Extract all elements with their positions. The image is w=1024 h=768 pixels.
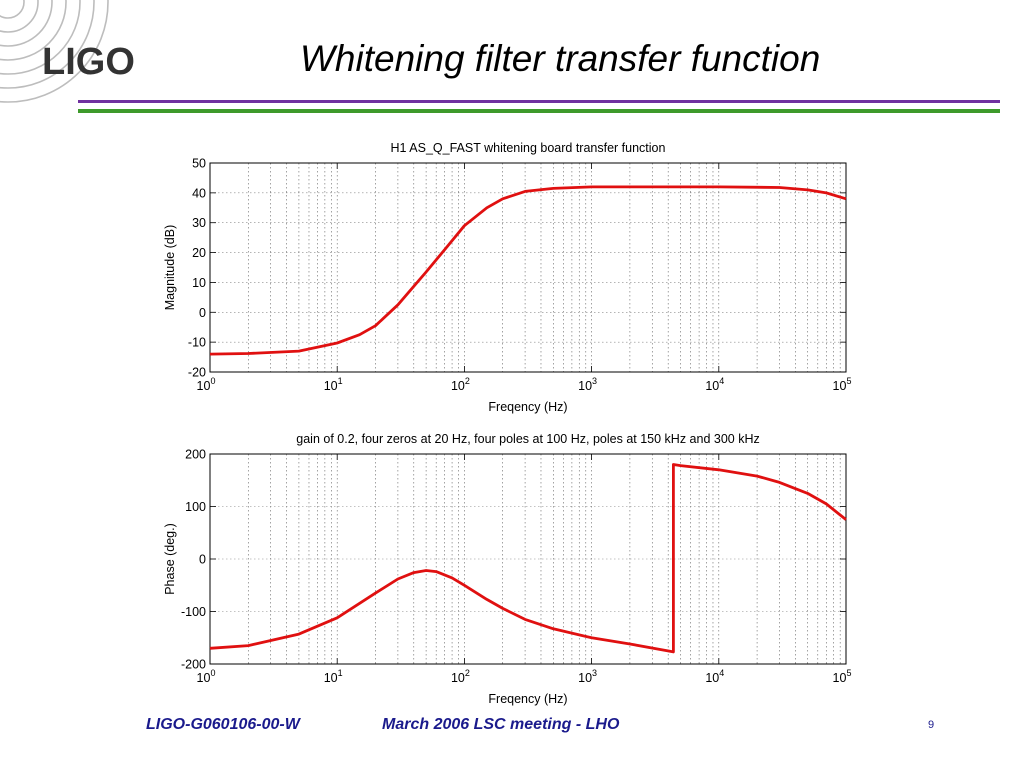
phase-xtick-label: 103 xyxy=(578,668,597,685)
magnitude-xtick-label: 100 xyxy=(197,376,216,393)
magnitude-ytick-label: 40 xyxy=(192,186,206,200)
magnitude-ytick-label: 10 xyxy=(192,276,206,290)
magnitude-xtick-label: 102 xyxy=(451,376,470,393)
magnitude-xtick-label: 105 xyxy=(833,376,852,393)
footer-meeting: March 2006 LSC meeting - LHO xyxy=(382,716,620,733)
ligo-logo-text: LIGO xyxy=(42,41,135,83)
phase-y-axis-label: Phase (deg.) xyxy=(163,523,177,595)
magnitude-ytick-label: 20 xyxy=(192,246,206,260)
phase-chart-title: gain of 0.2, four zeros at 20 Hz, four p… xyxy=(296,432,759,446)
magnitude-response-curve xyxy=(209,185,847,356)
phase-xtick-label: 100 xyxy=(197,668,216,685)
phase-ytick-label: -100 xyxy=(181,605,206,619)
magnitude-ytick-label: -20 xyxy=(188,366,206,380)
phase-xtick-label: 105 xyxy=(833,668,852,685)
magnitude-chart-title: H1 AS_Q_FAST whitening board transfer fu… xyxy=(391,141,666,155)
magnitude-x-axis-label: Freqency (Hz) xyxy=(488,400,567,414)
magnitude-xtick-label: 104 xyxy=(705,376,724,393)
footer-document-id: LIGO-G060106-00-W xyxy=(146,716,300,733)
magnitude-xtick-label: 103 xyxy=(578,376,597,393)
magnitude-xtick-label: 101 xyxy=(324,376,343,393)
magnitude-y-axis-label: Magnitude (dB) xyxy=(163,225,177,310)
phase-plot-frame xyxy=(209,453,847,665)
magnitude-ytick-label: 30 xyxy=(192,216,206,230)
footer-page-number: 9 xyxy=(928,719,935,731)
phase-xtick-label: 102 xyxy=(451,668,470,685)
magnitude-ytick-label: 50 xyxy=(192,157,206,171)
magnitude-ytick-label: -10 xyxy=(188,336,206,350)
slide-title: Whitening filter transfer function xyxy=(300,38,821,79)
concentric-arcs-logo-graphic xyxy=(0,0,109,103)
phase-xtick-label: 104 xyxy=(705,668,724,685)
magnitude-ytick-label: 0 xyxy=(199,306,206,320)
purple-divider xyxy=(78,100,1000,103)
phase-x-axis-label: Freqency (Hz) xyxy=(488,692,567,706)
phase-xtick-label: 101 xyxy=(324,668,343,685)
phase-ytick-label: -200 xyxy=(181,658,206,672)
green-divider xyxy=(78,109,1000,113)
phase-response-curve xyxy=(209,463,847,654)
phase-ytick-label: 0 xyxy=(199,553,206,567)
ligo-logo: LIGO xyxy=(0,0,135,103)
phase-ytick-label: 200 xyxy=(185,448,206,462)
magnitude-plot-frame xyxy=(209,162,847,373)
phase-ytick-label: 100 xyxy=(185,500,206,514)
